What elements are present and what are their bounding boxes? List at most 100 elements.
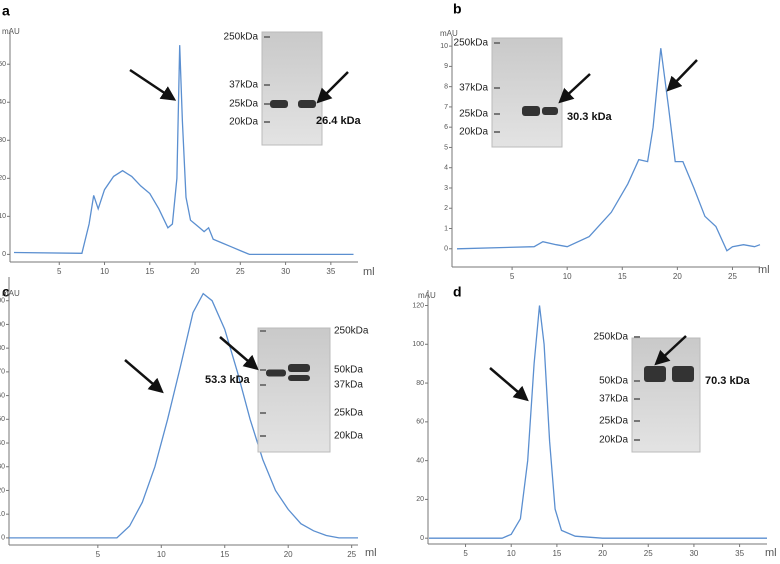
arrow [666,59,698,92]
y-tick-label: 30 [0,137,6,144]
gel-marker-label: 25kDa [334,408,363,419]
gel-marker-label: 20kDa [229,117,258,128]
gel-ladder-band [260,435,266,437]
y-tick-label: 3 [444,185,448,192]
y-tick-label: 2 [444,205,448,212]
x-tick-label: 25 [728,272,737,281]
y-tick-label: 10 [0,511,5,518]
panel-label: a [2,3,10,19]
x-tick-label: 20 [673,272,682,281]
arrow [558,73,591,104]
arrows [124,59,698,402]
gel-ladder-band [634,336,640,338]
x-tick-label: 35 [735,549,744,558]
y-tick-label: 20 [416,496,424,503]
gel-image [261,31,323,146]
x-tick-label: 10 [507,549,516,558]
y-tick-label: 8 [444,84,448,91]
gel-marker-label: 25kDa [599,416,628,427]
gel-band [288,375,310,381]
arrow [129,68,177,101]
gel-band [672,366,694,382]
gel-ladder-band [260,369,266,371]
gel-marker-label: 37kDa [599,394,628,405]
y-tick-label: 0 [2,251,6,258]
x-tick-label: 25 [236,267,245,276]
y-tick-label: 60 [0,392,5,399]
gel-band [542,107,558,115]
y-tick-label: 0 [444,246,448,253]
x-tick-label: 10 [563,272,572,281]
gel-ladder-band [634,439,640,441]
gel-band [522,106,540,116]
x-tick-label: 10 [157,550,166,559]
y-axis-label: mAU [418,291,436,300]
arrow [489,367,529,402]
y-tick-label: 60 [416,419,424,426]
x-tick-label: 25 [644,549,653,558]
y-tick-label: 40 [0,99,6,106]
x-axis-label: ml [758,264,770,276]
chromatogram-line [456,48,761,252]
gel-ladder-band [264,84,270,86]
gel-ladder-band [494,131,500,133]
panel-label: d [453,284,462,300]
y-tick-label: 1 [444,225,448,232]
gel-band [270,100,288,108]
gel-ladder-band [264,103,270,105]
y-tick-label: 100 [0,298,5,305]
x-tick-label: 25 [347,550,356,559]
y-tick-label: 80 [416,380,424,387]
gel-marker-label: 37kDa [459,83,488,94]
y-tick-label: 70 [0,369,5,376]
y-axis-label: mAU [2,289,20,298]
panel-label: b [453,1,462,17]
x-tick-label: 15 [618,272,627,281]
x-tick-label: 35 [326,267,335,276]
y-tick-label: 90 [0,321,5,328]
band-label: 30.3 kDa [567,111,613,123]
y-tick-label: 50 [0,416,5,423]
gel-ladder-band [494,87,500,89]
y-tick-label: 100 [412,341,424,348]
gel-ladder-band [494,42,500,44]
gel-marker-label: 25kDa [459,109,488,120]
y-tick-label: 10 [0,213,6,220]
gel-marker-label: 50kDa [334,365,363,376]
band-label: 26.4 kDa [316,115,362,127]
y-axis-label: mAU [2,27,20,36]
gel-marker-label: 37kDa [229,80,258,91]
gel-ladder-band [634,420,640,422]
y-tick-label: 40 [416,457,424,464]
y-tick-label: 50 [0,61,6,68]
chromatogram-line [13,45,354,256]
x-tick-label: 5 [96,550,101,559]
gel-band [644,366,666,382]
gel-marker-label: 250kDa [454,38,489,49]
gel-ladder-band [260,412,266,414]
arrow [219,336,259,371]
y-tick-label: 20 [0,487,5,494]
y-tick-label: 20 [0,175,6,182]
y-tick-label: 10 [440,43,448,50]
x-tick-label: 5 [463,549,468,558]
y-tick-label: 0 [420,535,424,542]
band-label: 70.3 kDa [705,375,751,387]
y-tick-label: 120 [412,302,424,309]
y-tick-label: 0 [1,535,5,542]
x-tick-label: 15 [552,549,561,558]
x-tick-label: 20 [284,550,293,559]
gel-ladder-band [260,384,266,386]
gel-band [298,100,316,108]
gel-marker-label: 250kDa [334,326,369,337]
gel-marker-label: 250kDa [224,32,259,43]
gel-marker-label: 50kDa [599,376,628,387]
panel-label: c [2,284,10,300]
gel-marker-label: 37kDa [334,380,363,391]
x-tick-label: 5 [57,267,62,276]
gel-image [257,327,331,453]
gel-marker-label: 20kDa [459,127,488,138]
gel-ladder-band [260,330,266,332]
arrow [124,359,164,394]
